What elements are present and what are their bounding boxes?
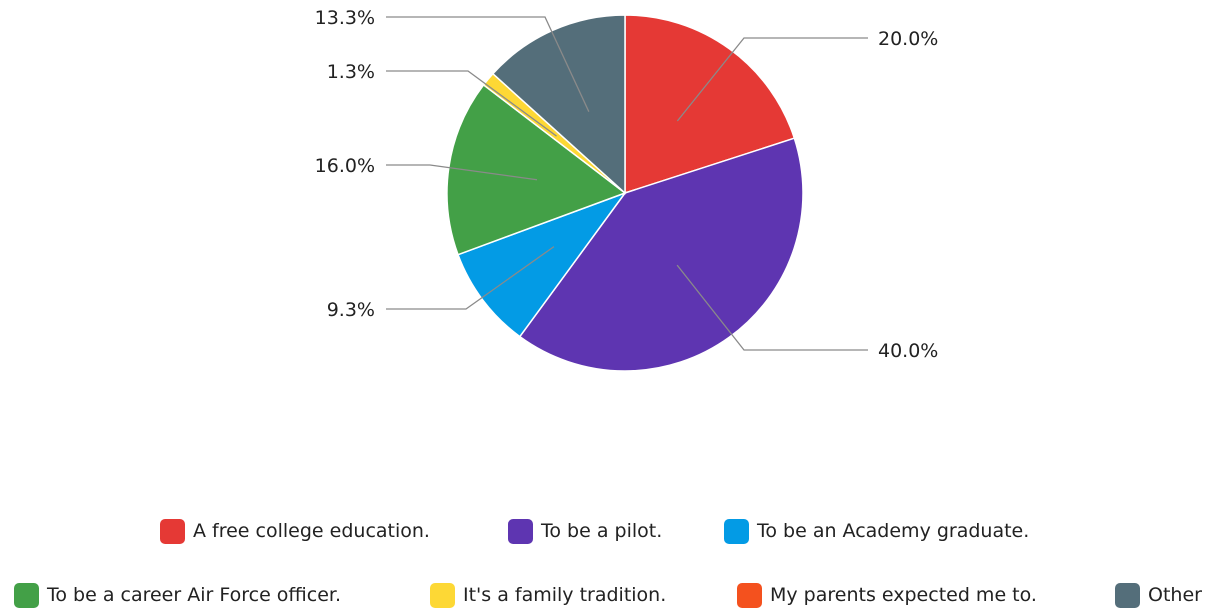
pie-slice-to-be-a-career-air-force-officer[interactable] xyxy=(446,83,627,256)
legend-swatch-career-officer xyxy=(14,582,39,608)
legend-label-career-officer: To be a career Air Force officer. xyxy=(47,584,342,606)
legend-label-pilot: To be a pilot. xyxy=(541,520,663,542)
data-label-other: 13.3% xyxy=(315,7,375,29)
legend-label-free-college: A free college education. xyxy=(193,520,430,542)
pie-slice-other[interactable] xyxy=(491,14,626,195)
data-label-a-free-college-education: 20.0% xyxy=(878,28,938,50)
legend-swatch-academy-graduate xyxy=(724,518,749,544)
data-label-to-be-a-pilot: 40.0% xyxy=(878,340,938,362)
legend-item-family-tradition[interactable]: It's a family tradition. xyxy=(430,578,666,609)
legend-item-career-officer[interactable]: To be a career Air Force officer. xyxy=(14,578,341,609)
callout-line-it-s-a-family-tradition xyxy=(386,70,557,137)
pie-chart: 20.0% 40.0% 9.3% 16.0% 1.3% 13.3% xyxy=(315,7,938,372)
legend-item-free-college[interactable]: A free college education. xyxy=(160,514,430,548)
legend-label-academy-graduate: To be an Academy graduate. xyxy=(757,520,1030,542)
legend-item-parents-expected[interactable]: My parents expected me to. xyxy=(737,578,1037,609)
legend-item-academy-graduate[interactable]: To be an Academy graduate. xyxy=(724,514,1029,548)
legend-row-1: A free college education. To be a pilot.… xyxy=(0,514,1215,548)
legend-row-2: To be a career Air Force officer. It's a… xyxy=(0,578,1215,609)
legend-swatch-family-tradition xyxy=(430,582,455,608)
legend-label-parents-expected: My parents expected me to. xyxy=(770,584,1037,606)
callout-lines xyxy=(386,16,868,351)
callout-line-to-be-a-pilot xyxy=(676,264,868,351)
legend-swatch-pilot xyxy=(508,518,533,544)
callout-line-a-free-college-education xyxy=(676,37,868,122)
legend-swatch-free-college xyxy=(160,518,185,544)
legend-label-family-tradition: It's a family tradition. xyxy=(463,584,667,606)
pie-slice-a-free-college-education[interactable] xyxy=(624,14,796,195)
callout-line-other xyxy=(386,16,590,112)
legend-item-other[interactable]: Other xyxy=(1115,578,1202,609)
legend-swatch-parents-expected xyxy=(737,582,762,608)
data-label-to-be-a-career-air-force-officer: 16.0% xyxy=(315,155,375,177)
data-label-it-s-a-family-tradition: 1.3% xyxy=(327,61,375,83)
legend-swatch-other xyxy=(1115,582,1140,608)
pie-slice-to-be-a-pilot[interactable] xyxy=(518,137,804,372)
pie-slice-to-be-an-academy-graduate[interactable] xyxy=(457,191,628,338)
legend-item-pilot[interactable]: To be a pilot. xyxy=(508,514,662,548)
data-label-to-be-an-academy-graduate: 9.3% xyxy=(327,299,375,321)
callout-line-to-be-an-academy-graduate xyxy=(386,246,555,310)
callout-line-to-be-a-career-air-force-officer xyxy=(386,164,538,181)
legend-label-other: Other xyxy=(1148,584,1202,606)
